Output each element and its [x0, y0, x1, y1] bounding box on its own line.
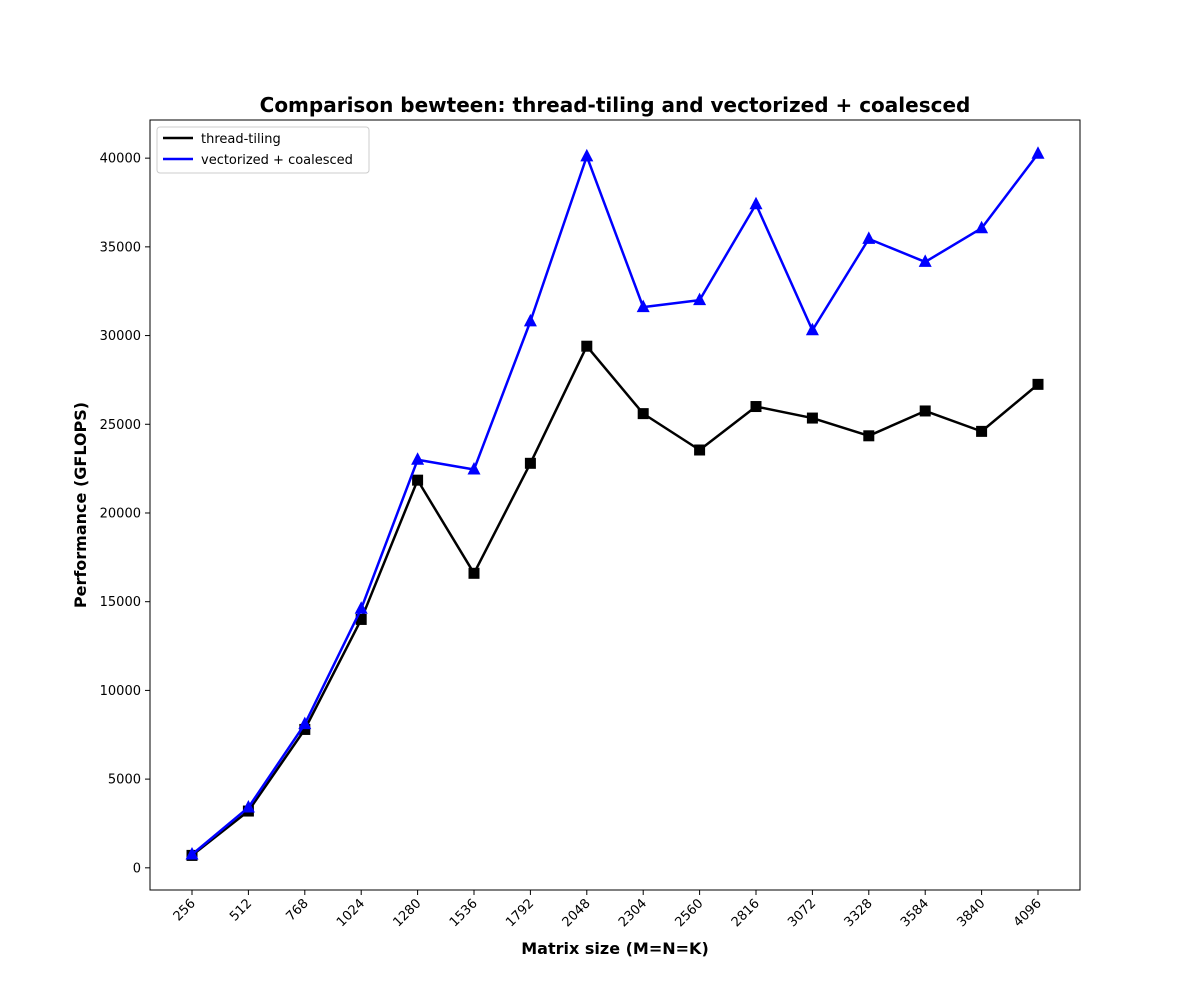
y-tick-label: 35000 — [100, 240, 141, 255]
data-point-thread-tiling — [806, 412, 818, 424]
y-tick-label: 40000 — [100, 152, 141, 167]
x-axis-label: Matrix size (M=N=K) — [521, 939, 709, 958]
data-point-vectorized-coalesced — [975, 220, 989, 234]
y-tick-label: 5000 — [108, 773, 141, 788]
data-point-vectorized-coalesced — [862, 231, 876, 244]
y-tick-label: 0 — [133, 861, 141, 876]
data-point-vectorized-coalesced — [411, 452, 425, 465]
y-tick-label: 10000 — [100, 684, 141, 699]
data-point-thread-tiling — [976, 425, 988, 437]
legend-box — [156, 126, 370, 174]
y-tick-label: 15000 — [100, 595, 141, 610]
data-point-vectorized-coalesced — [918, 254, 932, 267]
series-line-vectorized-coalesced — [191, 152, 1039, 856]
data-point-thread-tiling — [524, 457, 536, 469]
data-point-thread-tiling — [412, 474, 424, 486]
data-point-vectorized-coalesced — [580, 148, 594, 162]
legend-label-thread-tiling: thread-tiling — [201, 132, 281, 147]
data-point-vectorized-coalesced — [298, 716, 312, 730]
y-axis: 0 5000 10000 15000 20000 25000 30000 35000 40000 — [100, 152, 150, 876]
data-point-thread-tiling — [919, 405, 931, 417]
y-tick-label: 30000 — [100, 329, 141, 344]
data-point-vectorized-coalesced — [1031, 146, 1045, 159]
data-point-thread-tiling — [468, 567, 480, 579]
data-point-vectorized-coalesced — [241, 800, 255, 813]
series-layer — [185, 146, 1045, 861]
y-tick-label: 25000 — [100, 418, 141, 433]
data-point-vectorized-coalesced — [749, 196, 763, 210]
data-point-vectorized-coalesced — [185, 847, 199, 860]
chart-title: Comparison bewteen: thread-tiling and ve… — [260, 93, 971, 117]
data-point-thread-tiling — [1032, 378, 1044, 390]
data-point-vectorized-coalesced — [354, 601, 368, 614]
legend: thread-tiling vectorized + coalesced — [156, 126, 370, 174]
y-axis-label: Performance (GFLOPS) — [71, 402, 90, 608]
data-point-thread-tiling — [581, 340, 593, 352]
data-point-vectorized-coalesced — [467, 462, 481, 475]
legend-label-vectorized-coalesced: vectorized + coalesced — [201, 153, 353, 168]
y-tick-label: 20000 — [100, 506, 141, 521]
data-point-vectorized-coalesced — [693, 292, 707, 306]
data-point-thread-tiling — [299, 723, 311, 735]
data-point-vectorized-coalesced — [805, 322, 819, 336]
series-line-thread-tiling — [191, 344, 1039, 857]
data-point-vectorized-coalesced — [523, 313, 537, 327]
data-point-thread-tiling — [694, 444, 706, 456]
data-point-thread-tiling — [750, 401, 762, 413]
data-point-thread-tiling — [637, 408, 649, 420]
data-point-vectorized-coalesced — [636, 299, 650, 313]
plot-area — [149, 119, 1081, 891]
data-point-thread-tiling — [863, 430, 875, 442]
data-point-thread-tiling — [355, 613, 367, 625]
